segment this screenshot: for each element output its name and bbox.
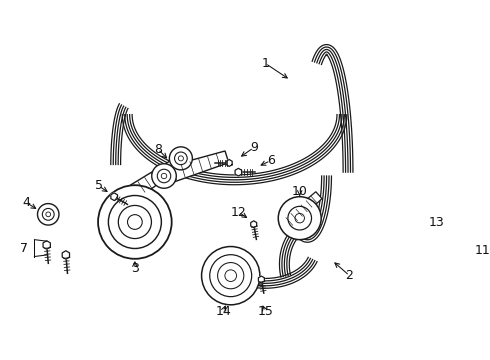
Polygon shape bbox=[62, 251, 70, 259]
Text: 8: 8 bbox=[154, 143, 162, 156]
Polygon shape bbox=[235, 168, 242, 176]
Text: 4: 4 bbox=[23, 196, 31, 209]
Text: 1: 1 bbox=[261, 57, 269, 70]
Text: 11: 11 bbox=[474, 244, 490, 257]
Circle shape bbox=[98, 185, 172, 259]
Circle shape bbox=[432, 228, 474, 270]
Polygon shape bbox=[163, 151, 229, 184]
Polygon shape bbox=[43, 241, 50, 249]
Polygon shape bbox=[426, 274, 456, 299]
Circle shape bbox=[170, 147, 193, 170]
Polygon shape bbox=[251, 221, 257, 228]
Circle shape bbox=[295, 213, 304, 223]
Text: 12: 12 bbox=[230, 206, 246, 219]
Circle shape bbox=[118, 206, 151, 239]
Text: 10: 10 bbox=[292, 185, 308, 198]
Circle shape bbox=[174, 152, 187, 165]
Circle shape bbox=[46, 212, 50, 217]
Text: 7: 7 bbox=[20, 242, 28, 255]
Circle shape bbox=[38, 204, 59, 225]
Circle shape bbox=[42, 208, 54, 220]
Circle shape bbox=[278, 197, 321, 240]
Polygon shape bbox=[226, 159, 232, 166]
Circle shape bbox=[448, 244, 458, 253]
Polygon shape bbox=[280, 192, 322, 230]
Text: 9: 9 bbox=[250, 141, 258, 154]
Circle shape bbox=[127, 215, 142, 229]
Circle shape bbox=[218, 262, 244, 289]
Circle shape bbox=[161, 173, 167, 179]
Circle shape bbox=[288, 206, 312, 230]
Circle shape bbox=[152, 164, 176, 188]
Text: 6: 6 bbox=[267, 154, 274, 167]
Text: 3: 3 bbox=[131, 262, 139, 275]
Circle shape bbox=[178, 156, 183, 161]
Text: 13: 13 bbox=[428, 216, 444, 229]
Circle shape bbox=[225, 270, 237, 282]
Text: 2: 2 bbox=[345, 269, 353, 282]
Polygon shape bbox=[418, 234, 424, 241]
Polygon shape bbox=[258, 276, 265, 283]
Circle shape bbox=[210, 255, 252, 297]
Polygon shape bbox=[111, 193, 118, 201]
Circle shape bbox=[108, 195, 161, 248]
Circle shape bbox=[441, 237, 465, 261]
Text: 15: 15 bbox=[257, 305, 273, 318]
Circle shape bbox=[157, 169, 171, 183]
Text: 5: 5 bbox=[95, 180, 103, 193]
Text: 14: 14 bbox=[215, 305, 231, 318]
Polygon shape bbox=[425, 253, 448, 282]
Polygon shape bbox=[131, 156, 184, 198]
Circle shape bbox=[201, 247, 260, 305]
